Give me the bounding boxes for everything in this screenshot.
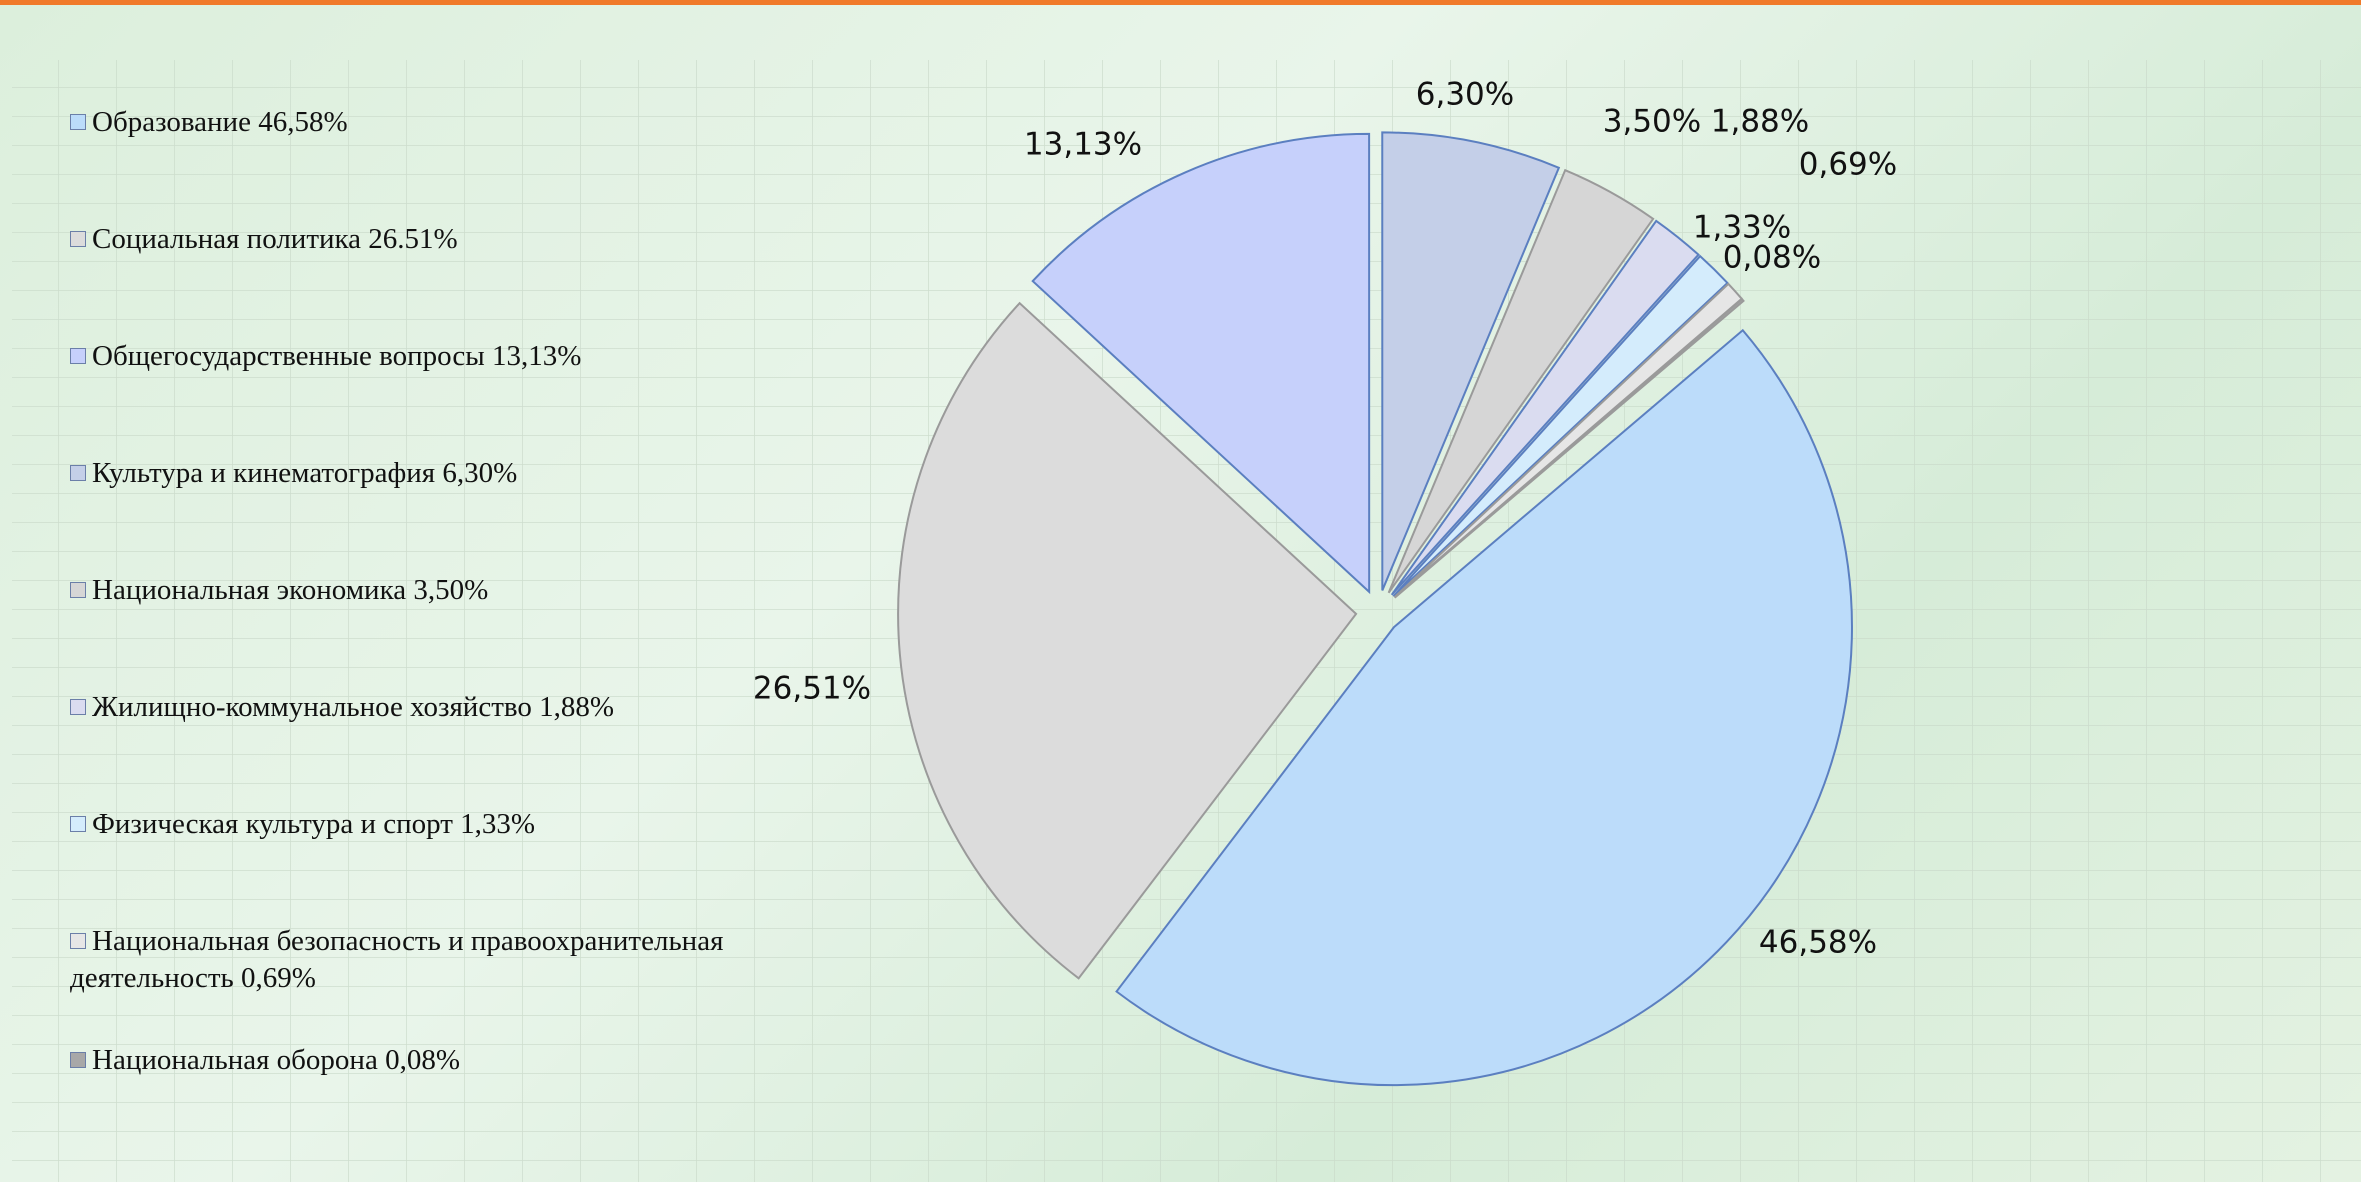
- legend-swatch: [70, 231, 86, 247]
- legend-swatch: [70, 582, 86, 598]
- legend-label: Культура и кинематография 6,30%: [92, 457, 518, 489]
- legend-label: Национальная оборона 0,08%: [92, 1044, 460, 1076]
- pie-slice: [1381, 131, 1561, 591]
- legend-swatch: [70, 348, 86, 364]
- legend-item: Национальная безопасность и правоохранит…: [70, 923, 790, 997]
- legend-item: Культура и кинематография 6,30%: [70, 455, 790, 492]
- legend-label: Общегосударственные вопросы 13,13%: [92, 340, 582, 372]
- legend-label: Физическая культура и спорт 1,33%: [92, 808, 536, 840]
- pie-slice: [897, 301, 1358, 980]
- pie-slice: [1115, 328, 1853, 1087]
- legend-item: Национальная экономика 3,50%: [70, 572, 790, 609]
- data-label: 0,08%: [1723, 240, 1821, 276]
- legend-swatch: [70, 933, 86, 949]
- legend-swatch: [70, 114, 86, 130]
- legend-label: Жилищно-коммунальное хозяйство 1,88%: [92, 691, 615, 723]
- legend-item: Физическая культура и спорт 1,33%: [70, 806, 790, 843]
- legend-label: Образование 46,58%: [92, 106, 348, 138]
- data-label: 26,51%: [753, 671, 871, 707]
- data-label: 3,50%: [1603, 104, 1701, 140]
- legend-label: Социальная политика 26.51%: [92, 223, 458, 255]
- pie: [897, 131, 1853, 1087]
- pie-slice: [1394, 297, 1745, 599]
- data-label: 0,69%: [1799, 147, 1897, 183]
- data-label: 46,58%: [1759, 925, 1877, 961]
- legend-item: Национальная оборона 0,08%: [70, 1042, 790, 1079]
- legend-label: Национальная экономика 3,50%: [92, 574, 489, 606]
- legend-item: Социальная политика 26.51%: [70, 221, 790, 258]
- data-label: 6,30%: [1416, 77, 1514, 113]
- legend-swatch: [70, 816, 86, 832]
- pie-slice: [1031, 132, 1371, 595]
- legend-swatch: [70, 465, 86, 481]
- legend-swatch: [70, 1052, 86, 1068]
- data-labels: 46,58% 26,51% 13,13% 6,30% 3,50% 1,88% 1,33%0,…: [753, 77, 1897, 961]
- pie-slice: [1392, 254, 1729, 598]
- data-label: 13,13%: [1024, 127, 1142, 163]
- legend-label: Национальная безопасность и правоохранит…: [70, 925, 724, 994]
- pie-slice: [1390, 219, 1700, 596]
- data-label: 1,33%: [1693, 210, 1791, 246]
- data-label: 1,88%: [1711, 104, 1809, 140]
- pie-slice: [1387, 168, 1655, 594]
- top-bar: [0, 0, 2361, 5]
- legend-swatch: [70, 699, 86, 715]
- legend-item: Общегосударственные вопросы 13,13%: [70, 338, 790, 375]
- legend-item: Образование 46,58%: [70, 104, 790, 141]
- legend-item: Жилищно-коммунальное хозяйство 1,88%: [70, 689, 790, 726]
